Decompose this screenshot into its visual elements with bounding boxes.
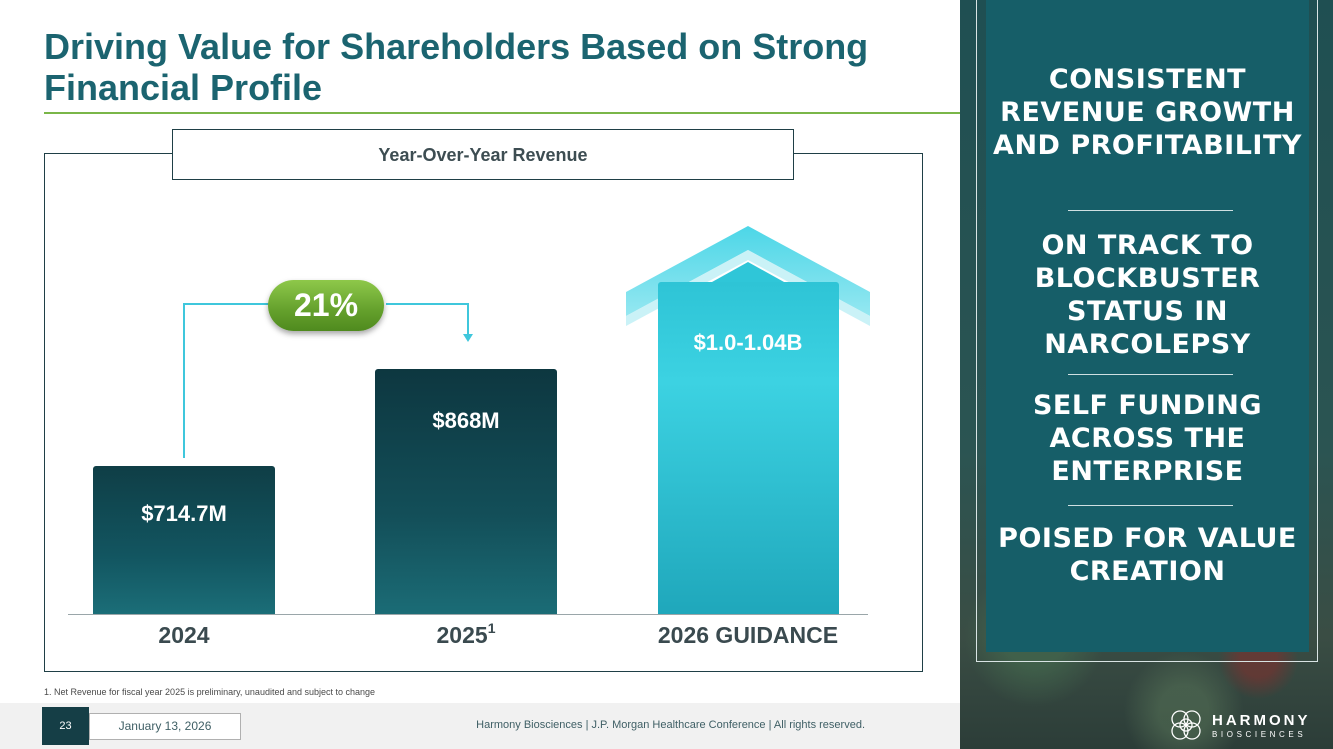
highlight-divider [1068,374,1233,375]
highlight-divider [1068,210,1233,211]
footnote-marker: 1 [487,620,496,636]
footnote: 1. Net Revenue for fiscal year 2025 is p… [44,687,376,697]
side-panel [986,0,1309,652]
x-axis-line [68,614,868,615]
title-divider [44,112,960,114]
bar-2026-guidance [658,282,839,615]
side-panel-border [976,0,1318,662]
highlight-item: POISED FOR VALUE CREATION [998,523,1297,587]
highlight-item: CONSISTENT REVENUE GROWTH AND PROFITABIL… [993,64,1302,161]
bar-value-label: $714.7M [141,501,227,526]
harmony-logo-icon [1171,710,1201,740]
x-tick-label: 2026 GUIDANCE [657,622,839,648]
slide-title: Driving Value for Shareholders Based on … [44,26,869,108]
growth-bracket-arrow [183,303,473,458]
growth-badge: 21% [268,280,384,331]
x-tick-label: 20251 [436,620,496,648]
slide-date: January 13, 2026 [89,713,241,740]
chart-title: Year-Over-Year Revenue [172,129,794,180]
highlight-item: ON TRACK TO BLOCKBUSTER STATUS IN NARCOL… [1034,230,1261,360]
logo-subtitle: BIOSCIENCES [1212,730,1307,739]
bar-value-label: $868M [432,408,500,433]
highlight-item: SELF FUNDING ACROSS THE ENTERPRISE [1032,390,1263,487]
x-tick-label: 2024 [158,622,210,648]
highlight-divider [1068,505,1233,506]
bar-value-label: $1.0-1.04B [693,330,803,355]
logo-wordmark: HARMONY [1212,712,1311,729]
page-number: 23 [42,707,89,745]
footer-text: Harmony Biosciences | J.P. Morgan Health… [476,719,865,731]
bar-2024 [93,466,275,615]
bar-2025 [375,369,557,615]
